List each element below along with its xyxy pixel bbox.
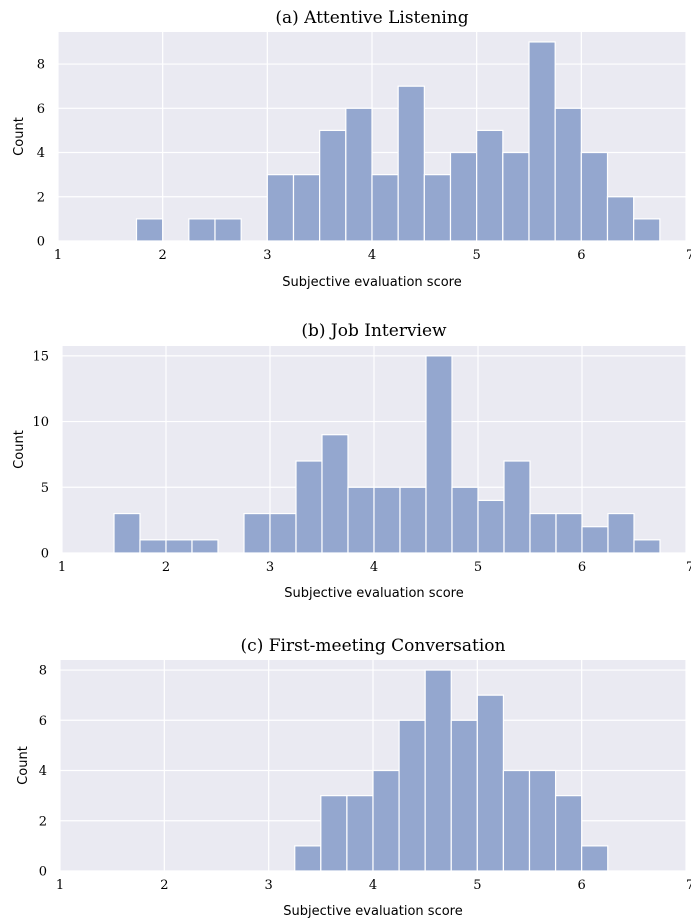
- chart-a-histogram-bar: [266, 174, 295, 242]
- chart-b-histogram-bar: [529, 512, 557, 554]
- chart-a-x-tick-label: 5: [473, 248, 481, 263]
- chart-c-histogram-bar: [450, 719, 478, 872]
- chart-a-histogram-bar: [345, 107, 373, 242]
- chart-b-y-tick-label: 5: [41, 481, 49, 496]
- chart-a-histogram-bar: [423, 174, 452, 242]
- chart-b-y-tick-label: 15: [32, 349, 49, 364]
- chart-c-y-tick-label: 0: [39, 865, 47, 880]
- chart-a-histogram-bar: [188, 218, 216, 242]
- chart-a-y-tick-label: 2: [37, 190, 45, 205]
- chart-a-histogram-bar: [449, 151, 478, 242]
- chart-c-histogram-bar: [476, 694, 505, 872]
- chart-a-histogram-bar: [633, 218, 661, 242]
- chart-a-x-tick-label: 2: [159, 248, 167, 263]
- chart-c-y-tick-label: 8: [39, 664, 47, 679]
- chart-a-histogram-bar: [554, 107, 582, 242]
- chart-c-y-tick-label: 2: [39, 814, 47, 829]
- chart-c-y-tick-label: 4: [39, 764, 47, 779]
- chart-b-histogram-bar: [269, 512, 297, 554]
- chart-b-histogram-bar: [581, 526, 609, 554]
- chart-b-histogram-bar: [191, 539, 219, 554]
- chart-b-y-tick-label: 0: [41, 547, 49, 562]
- chart-c-x-tick-label: 1: [56, 878, 64, 893]
- chart-b-x-axis-label: Subjective evaluation score: [284, 586, 463, 601]
- chart-b-x-tick-label: 3: [266, 560, 274, 575]
- chart-b-histogram-bar: [113, 512, 141, 554]
- chart-c-y-tick-label: 6: [39, 714, 47, 729]
- chart-c-histogram-bar: [581, 845, 609, 872]
- chart-c-histogram-bar: [528, 769, 557, 872]
- chart-c-histogram-bar: [398, 719, 426, 872]
- chart-b-histogram-bar: [139, 539, 167, 554]
- chart-b-y-tick-label: 10: [32, 415, 49, 430]
- chart-c-histogram-bar: [320, 795, 348, 872]
- chart-a-histogram-bar: [528, 41, 556, 242]
- chart-a-y-tick-label: 0: [37, 235, 45, 250]
- chart-b-x-tick-label: 4: [370, 560, 378, 575]
- chart-a-y-tick-label: 6: [37, 102, 45, 117]
- chart-c-histogram-bar: [554, 795, 583, 872]
- chart-b-y-axis-label: Count: [12, 430, 27, 469]
- chart-b-histogram-bar: [165, 539, 193, 554]
- chart-c-x-tick-label: 2: [160, 878, 168, 893]
- chart-b-histogram-bar: [451, 486, 479, 554]
- chart-a-x-tick-label: 7: [686, 248, 691, 263]
- chart-b-x-tick-label: 2: [162, 560, 170, 575]
- chart-c-histogram-bar: [346, 795, 374, 872]
- chart-c-histogram-bar: [294, 845, 322, 872]
- chart-a-x-axis-label: Subjective evaluation score: [282, 275, 461, 290]
- chart-a-histogram-bar: [606, 196, 635, 242]
- chart-a-y-tick-label: 4: [37, 146, 45, 161]
- chart-c-x-tick-label: 6: [578, 878, 586, 893]
- chart-a-histogram-bar: [292, 174, 321, 242]
- chart-c-x-tick-label: 3: [265, 878, 273, 893]
- chart-a-histogram-bar: [319, 129, 347, 242]
- chart-c-x-tick-label: 4: [369, 878, 377, 893]
- chart-c-x-tick-label: 5: [473, 878, 481, 893]
- chart-a-x-tick-label: 4: [368, 248, 376, 263]
- chart-a-y-axis-label: Count: [12, 117, 27, 156]
- chart-b-x-tick-label: 5: [474, 560, 482, 575]
- chart-a-histogram-bar: [580, 151, 609, 242]
- chart-b-histogram-bar: [607, 512, 635, 554]
- chart-c-title: (c) First-meeting Conversation: [241, 636, 506, 656]
- chart-a-histogram-bar: [502, 151, 530, 242]
- chart-b-x-tick-label: 7: [686, 560, 691, 575]
- chart-b-histogram-bar: [373, 486, 401, 554]
- chart-c-x-tick-label: 7: [686, 878, 691, 893]
- chart-c-histogram-bar: [372, 769, 400, 872]
- chart-c-x-axis-label: Subjective evaluation score: [283, 904, 462, 919]
- chart-a-histogram-bar: [476, 129, 504, 242]
- chart-c-histogram-bar: [502, 769, 531, 872]
- chart-a-histogram-bar: [214, 218, 242, 242]
- chart-a-x-tick-label: 6: [577, 248, 585, 263]
- chart-a-histogram-bar: [397, 85, 425, 242]
- chart-a-title: (a) Attentive Listening: [275, 8, 468, 28]
- chart-b-histogram-bar: [321, 434, 349, 554]
- chart-b-histogram-bar: [295, 460, 323, 554]
- chart-a-y-tick-label: 8: [37, 58, 45, 73]
- chart-b-histogram-bar: [503, 460, 531, 554]
- chart-c-histogram-bar: [424, 669, 452, 872]
- chart-c-y-axis-label: Count: [16, 746, 31, 785]
- chart-b-title: (b) Job Interview: [301, 321, 447, 341]
- chart-b-histogram-bar: [347, 486, 375, 554]
- chart-a-x-tick-label: 3: [263, 248, 271, 263]
- chart-b-x-tick-label: 6: [578, 560, 586, 575]
- chart-b-histogram-bar: [243, 512, 271, 554]
- chart-a-histogram-bar: [135, 218, 164, 242]
- chart-b-histogram-bar: [555, 512, 583, 554]
- chart-a-x-tick-label: 1: [54, 248, 62, 263]
- chart-a-histogram-bar: [371, 174, 399, 242]
- chart-b-x-tick-label: 1: [58, 560, 66, 575]
- chart-b-histogram-bar: [633, 539, 661, 554]
- chart-b-histogram-bar: [399, 486, 427, 554]
- chart-b-histogram-bar: [477, 499, 505, 554]
- chart-b-histogram-bar: [425, 355, 453, 554]
